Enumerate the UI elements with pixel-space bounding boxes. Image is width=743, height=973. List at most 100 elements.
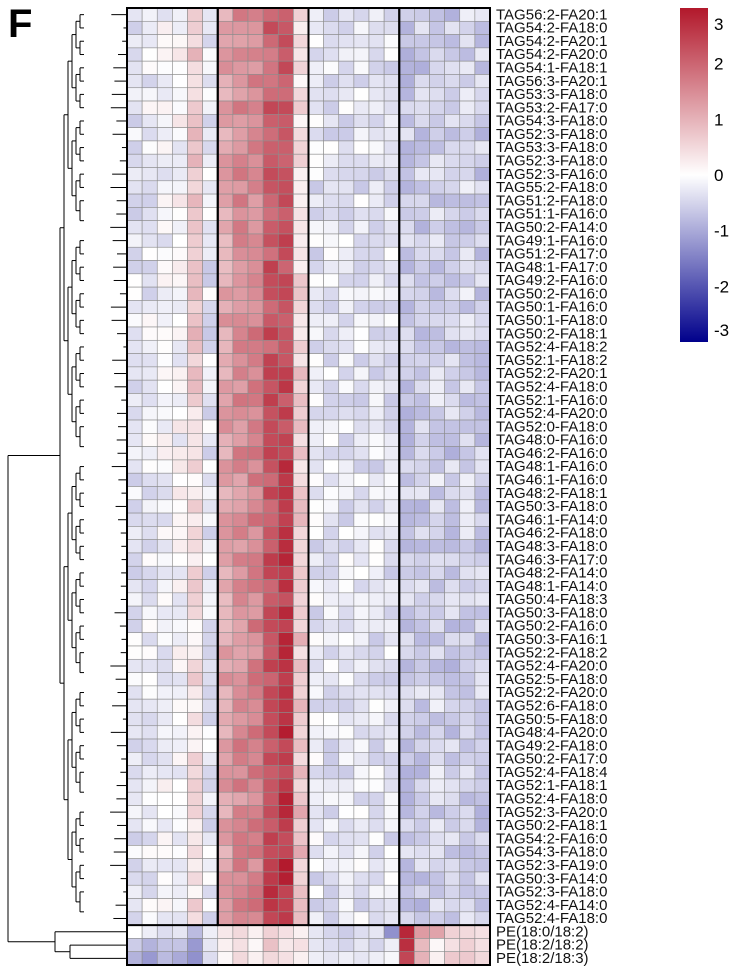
heatmap-cell: [323, 924, 340, 939]
heatmap-cell: [459, 193, 476, 208]
heatmap-cell: [262, 313, 279, 328]
heatmap-cell: [172, 74, 188, 89]
heatmap-cell: [172, 486, 188, 501]
heatmap-cell: [308, 74, 324, 89]
heatmap-cell: [126, 778, 143, 793]
heatmap-cell: [277, 884, 294, 899]
heatmap-cell: [414, 459, 430, 474]
heatmap-cell: [444, 725, 461, 740]
heatmap-cell: [459, 180, 476, 195]
heatmap-cell: [262, 765, 279, 780]
heatmap-cell: [202, 326, 219, 341]
heatmap-cell: [383, 645, 400, 660]
heatmap-cell: [126, 805, 143, 820]
heatmap-cell: [141, 765, 158, 780]
heatmap-cell: [353, 791, 370, 806]
heatmap-cell: [383, 260, 400, 275]
heatmap-cell: [293, 114, 309, 128]
heatmap-cell: [353, 339, 370, 354]
heatmap-cell: [262, 459, 279, 474]
heatmap-cell: [368, 433, 385, 447]
heatmap-cell: [187, 326, 203, 341]
heatmap-cell: [368, 207, 385, 221]
heatmap-cell: [126, 379, 143, 394]
heatmap-cell: [323, 486, 340, 501]
heatmap-cell: [383, 300, 400, 315]
heatmap-cell: [459, 552, 476, 567]
heatmap-cell: [338, 619, 355, 634]
heatmap-cell: [414, 911, 430, 926]
row-label: TAG48:1-FA16:0: [496, 458, 607, 475]
heatmap-cell: [308, 712, 324, 727]
heatmap-cell: [172, 20, 188, 35]
heatmap-cell: [338, 871, 355, 886]
heatmap-cell: [126, 512, 143, 527]
heatmap-cell: [293, 100, 309, 115]
heatmap-cell: [323, 472, 340, 487]
heatmap-cell: [383, 579, 400, 594]
heatmap-cell: [383, 353, 400, 368]
heatmap-cell: [414, 605, 430, 620]
heatmap-cell: [202, 472, 219, 487]
heatmap-cell: [172, 831, 188, 846]
heatmap-cell: [247, 645, 264, 660]
heatmap-cell: [474, 419, 491, 434]
heatmap-cell: [217, 951, 234, 966]
row-label: TAG52:3-FA18:0: [496, 153, 607, 170]
heatmap-cell: [338, 246, 355, 261]
heatmap-cell: [459, 433, 476, 447]
heatmap-cell: [187, 60, 203, 75]
heatmap-cell: [187, 207, 203, 221]
heatmap-cell: [353, 526, 370, 540]
heatmap-cell: [459, 592, 476, 607]
heatmap-cell: [383, 246, 400, 261]
heatmap-cell: [308, 406, 324, 421]
heatmap-cell: [232, 7, 249, 22]
heatmap-cell: [323, 778, 340, 793]
heatmap-cell: [172, 114, 188, 128]
heatmap-cell: [293, 818, 309, 833]
heatmap-cell: [262, 858, 279, 873]
heatmap-cell: [459, 366, 476, 381]
heatmap-cell: [444, 114, 461, 128]
heatmap-cell: [172, 898, 188, 913]
heatmap-cell: [156, 34, 173, 49]
heatmap-cell: [323, 114, 340, 128]
heatmap-cell: [444, 472, 461, 487]
heatmap-cell: [338, 778, 355, 793]
heatmap-cell: [217, 246, 234, 261]
heatmap-cell: [398, 246, 415, 261]
heatmap-cell: [262, 446, 279, 461]
heatmap-cell: [398, 526, 415, 540]
heatmap-cell: [368, 326, 385, 341]
heatmap-cell: [429, 486, 445, 501]
heatmap-cell: [277, 565, 294, 580]
heatmap-cell: [474, 366, 491, 381]
heatmap-cell: [398, 672, 415, 687]
row-label: TAG52:4-FA18:0: [496, 791, 607, 808]
heatmap-cell: [187, 752, 203, 766]
heatmap-cell: [202, 619, 219, 634]
row-label: TAG52:3-FA19:0: [496, 857, 607, 874]
heatmap-cell: [232, 499, 249, 514]
heatmap-cell: [126, 34, 143, 49]
heatmap-cell: [308, 220, 324, 235]
heatmap-cell: [172, 446, 188, 461]
heatmap-cell: [368, 619, 385, 634]
heatmap-cell: [444, 685, 461, 700]
heatmap-cell: [414, 672, 430, 687]
heatmap-cell: [172, 406, 188, 421]
heatmap-cell: [293, 300, 309, 315]
heatmap-cell: [217, 339, 234, 354]
heatmap-cell: [172, 233, 188, 248]
heatmap-cell: [368, 127, 385, 142]
heatmap-cell: [293, 871, 309, 886]
heatmap-cell: [277, 738, 294, 753]
heatmap-cell: [232, 698, 249, 713]
heatmap-cell: [323, 725, 340, 740]
row-label: TAG50:2-FA16:0: [496, 285, 607, 302]
heatmap-cell: [368, 791, 385, 806]
heatmap-cell: [187, 791, 203, 806]
heatmap-cell: [172, 712, 188, 727]
heatmap-cell: [444, 791, 461, 806]
